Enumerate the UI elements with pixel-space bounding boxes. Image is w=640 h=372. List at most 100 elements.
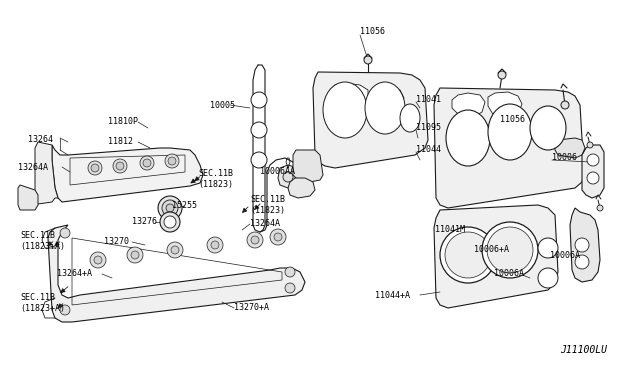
Text: 11056: 11056 bbox=[500, 115, 525, 125]
Polygon shape bbox=[488, 92, 522, 118]
Text: 13276: 13276 bbox=[132, 218, 157, 227]
Circle shape bbox=[498, 71, 506, 79]
Polygon shape bbox=[18, 185, 38, 210]
Text: SEC.11B: SEC.11B bbox=[250, 196, 285, 205]
Circle shape bbox=[487, 227, 533, 273]
Text: (11823+A): (11823+A) bbox=[20, 241, 65, 250]
Circle shape bbox=[445, 232, 491, 278]
Circle shape bbox=[60, 305, 70, 315]
Circle shape bbox=[160, 212, 180, 232]
Circle shape bbox=[538, 268, 558, 288]
Text: (11823+A): (11823+A) bbox=[20, 305, 65, 314]
Text: (11823): (11823) bbox=[198, 180, 233, 189]
Circle shape bbox=[251, 152, 267, 168]
Polygon shape bbox=[48, 225, 305, 322]
Text: 11044+A: 11044+A bbox=[375, 291, 410, 299]
Text: SEC.11B: SEC.11B bbox=[198, 169, 233, 177]
Circle shape bbox=[285, 283, 295, 293]
Text: 13264A: 13264A bbox=[18, 163, 48, 171]
Circle shape bbox=[440, 227, 496, 283]
Text: 13270+A: 13270+A bbox=[234, 304, 269, 312]
Circle shape bbox=[116, 162, 124, 170]
Circle shape bbox=[143, 159, 151, 167]
Circle shape bbox=[90, 252, 106, 268]
Text: 10006AA: 10006AA bbox=[260, 167, 295, 176]
Circle shape bbox=[247, 232, 263, 248]
Circle shape bbox=[131, 251, 139, 259]
Text: 11810P: 11810P bbox=[108, 118, 138, 126]
Text: 15255: 15255 bbox=[172, 202, 197, 211]
Text: 11095: 11095 bbox=[416, 124, 441, 132]
Polygon shape bbox=[555, 138, 585, 158]
Ellipse shape bbox=[365, 82, 405, 134]
Polygon shape bbox=[330, 83, 368, 112]
Circle shape bbox=[575, 238, 589, 252]
Polygon shape bbox=[582, 145, 604, 198]
Text: 11812: 11812 bbox=[108, 138, 133, 147]
Text: SEC.11B: SEC.11B bbox=[20, 294, 55, 302]
Circle shape bbox=[482, 222, 538, 278]
Polygon shape bbox=[434, 88, 584, 208]
Ellipse shape bbox=[323, 82, 367, 138]
Polygon shape bbox=[570, 208, 600, 282]
Circle shape bbox=[158, 196, 182, 220]
Circle shape bbox=[283, 172, 293, 182]
Text: 13270: 13270 bbox=[104, 237, 129, 247]
Text: 13264A: 13264A bbox=[250, 219, 280, 228]
Text: 10006A: 10006A bbox=[494, 269, 524, 279]
Circle shape bbox=[88, 161, 102, 175]
Polygon shape bbox=[313, 72, 428, 168]
Circle shape bbox=[165, 154, 179, 168]
Text: 13264: 13264 bbox=[28, 135, 53, 144]
Polygon shape bbox=[35, 142, 58, 204]
Ellipse shape bbox=[400, 104, 420, 132]
Circle shape bbox=[127, 247, 143, 263]
Circle shape bbox=[270, 229, 286, 245]
Circle shape bbox=[113, 159, 127, 173]
Polygon shape bbox=[452, 93, 485, 118]
Text: 10006A: 10006A bbox=[550, 250, 580, 260]
Circle shape bbox=[285, 267, 295, 277]
Circle shape bbox=[207, 237, 223, 253]
Polygon shape bbox=[278, 165, 302, 188]
Text: J11100LU: J11100LU bbox=[560, 345, 607, 355]
Circle shape bbox=[91, 164, 99, 172]
Text: 11044: 11044 bbox=[416, 145, 441, 154]
Text: 11056: 11056 bbox=[360, 28, 385, 36]
Circle shape bbox=[60, 228, 70, 238]
Text: 10006: 10006 bbox=[552, 154, 577, 163]
Circle shape bbox=[168, 157, 176, 165]
Text: (11823): (11823) bbox=[250, 206, 285, 215]
Ellipse shape bbox=[446, 110, 490, 166]
Circle shape bbox=[274, 233, 282, 241]
Polygon shape bbox=[52, 145, 203, 202]
Circle shape bbox=[251, 236, 259, 244]
Circle shape bbox=[94, 256, 102, 264]
Circle shape bbox=[162, 200, 178, 216]
Circle shape bbox=[587, 142, 593, 148]
Circle shape bbox=[587, 172, 599, 184]
Text: 11041M: 11041M bbox=[435, 225, 465, 234]
Circle shape bbox=[538, 238, 558, 258]
Polygon shape bbox=[372, 87, 404, 112]
Ellipse shape bbox=[488, 104, 532, 160]
Circle shape bbox=[575, 255, 589, 269]
Circle shape bbox=[167, 242, 183, 258]
Circle shape bbox=[211, 241, 219, 249]
Text: 13264+A: 13264+A bbox=[57, 269, 92, 279]
Ellipse shape bbox=[530, 106, 566, 150]
Polygon shape bbox=[288, 178, 315, 198]
Text: 11041: 11041 bbox=[416, 96, 441, 105]
Text: 10005: 10005 bbox=[210, 100, 235, 109]
Polygon shape bbox=[293, 150, 323, 182]
Text: SEC.11B: SEC.11B bbox=[20, 231, 55, 240]
Circle shape bbox=[587, 154, 599, 166]
Circle shape bbox=[364, 56, 372, 64]
Polygon shape bbox=[434, 205, 558, 308]
Circle shape bbox=[166, 204, 174, 212]
Circle shape bbox=[597, 205, 603, 211]
Circle shape bbox=[164, 216, 176, 228]
Circle shape bbox=[140, 156, 154, 170]
Circle shape bbox=[251, 122, 267, 138]
Circle shape bbox=[561, 101, 569, 109]
